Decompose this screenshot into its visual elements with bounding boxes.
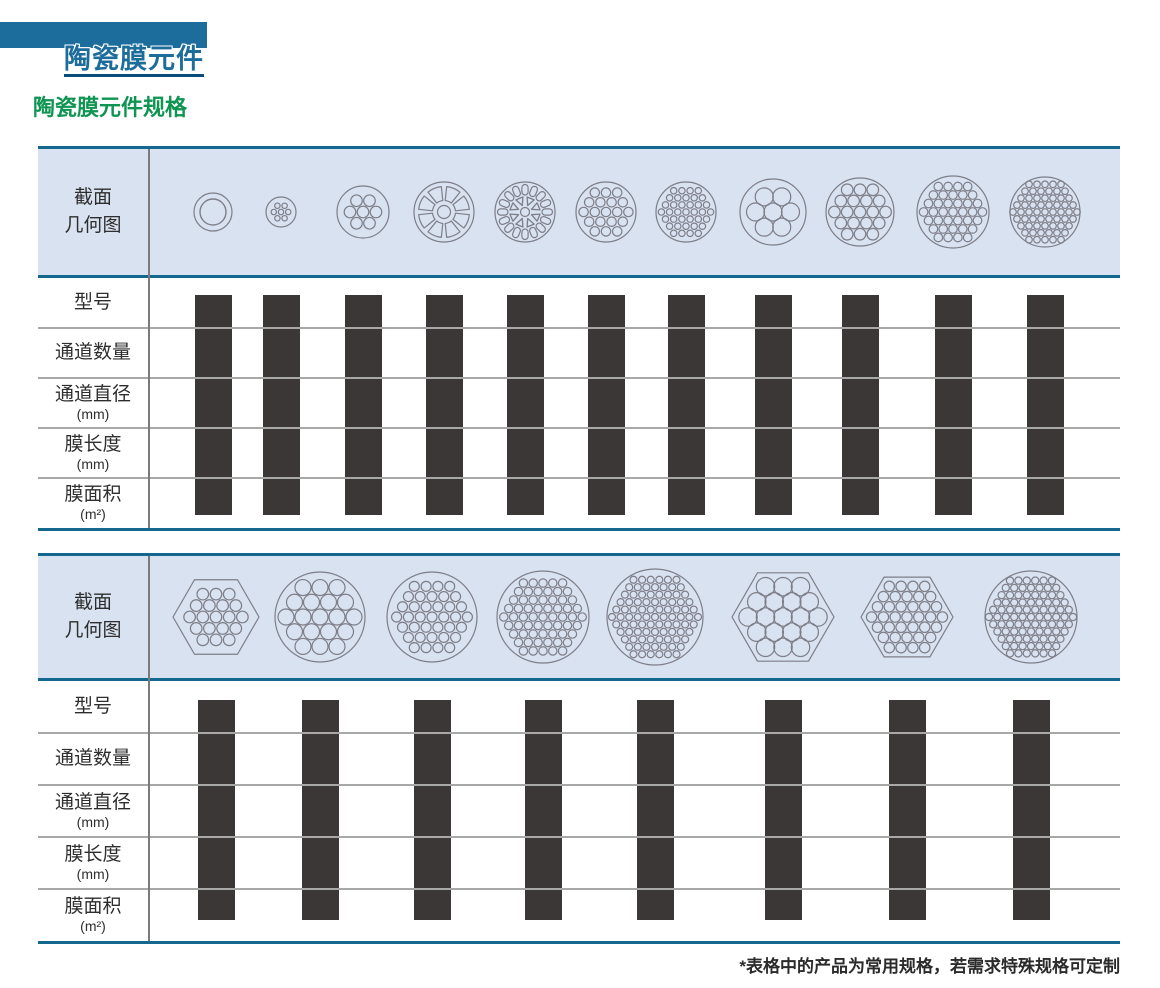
cross-section-diagram-5 <box>494 181 556 243</box>
row-gridline <box>38 377 1120 379</box>
cross-section-diagram-3 <box>336 185 390 239</box>
row-label: 膜面积 (m²) <box>38 889 148 941</box>
redacted-cell-bar <box>1013 700 1050 920</box>
redacted-cell-bar <box>302 700 339 920</box>
cross-section-header-band-1: 截面 几何图 <box>38 146 1120 278</box>
row-gridline <box>38 836 1120 838</box>
row-label-text: 通道直径 <box>54 384 131 405</box>
spec-section-heading: 陶瓷膜元件规格 <box>33 95 188 120</box>
row-gridline <box>38 784 1120 786</box>
redacted-cell-bar <box>765 700 802 920</box>
row-label-text: 膜面积 <box>64 896 122 917</box>
row-label-text: 膜面积 <box>64 484 122 505</box>
row-label: 型号 <box>38 681 148 733</box>
cross-section-diagram-6 <box>575 181 637 243</box>
row-label: 型号 <box>38 278 148 328</box>
label-column-divider <box>148 556 150 941</box>
row-label: 膜长度 (mm) <box>38 428 148 478</box>
row-gridline <box>38 427 1120 429</box>
row-label-text: 膜长度 <box>64 434 122 455</box>
section-title-bar: 陶瓷膜元件 <box>0 22 207 77</box>
cross-section-diagram-10 <box>916 175 990 249</box>
cross-section-header-band-2: 截面 几何图 <box>38 553 1120 681</box>
row-label-unit: (mm) <box>76 814 110 830</box>
footnote: *表格中的产品为常用规格，若需求特殊规格可定制 <box>739 957 1120 976</box>
cross-section-diagram-7 <box>860 576 954 658</box>
redacted-cell-bar <box>414 700 451 920</box>
row-label-unit: (m²) <box>80 918 106 934</box>
row-label-unit: (mm) <box>76 406 110 422</box>
cross-section-diagram-6 <box>731 572 835 662</box>
cross-section-label-line2: 几何图 <box>64 215 122 236</box>
row-gridline <box>38 477 1120 479</box>
cross-section-label-line1: 截面 <box>73 187 112 208</box>
cross-section-label-line2: 几何图 <box>64 620 122 641</box>
cross-section-diagram-2 <box>274 571 366 663</box>
row-label-unit: (m²) <box>80 506 106 522</box>
cross-section-diagram-8 <box>984 570 1078 664</box>
row-label-text: 型号 <box>73 696 112 717</box>
row-label-unit: (mm) <box>76 866 110 882</box>
label-column-divider <box>148 149 150 528</box>
spec-rows-1: 型号 通道数量 通道直径 (mm) 膜长度 (mm) 膜面积 (m²) <box>38 278 1120 531</box>
redacted-cell-bar <box>198 700 235 920</box>
cross-section-diagram-8 <box>739 178 807 246</box>
row-label: 通道数量 <box>38 733 148 785</box>
row-label-unit: (mm) <box>76 456 110 472</box>
row-gridline <box>38 732 1120 734</box>
cross-section-diagram-2 <box>265 196 297 228</box>
cross-section-label: 截面 几何图 <box>38 556 148 678</box>
row-label-text: 通道数量 <box>54 748 131 769</box>
cross-section-diagram-3 <box>386 571 478 663</box>
cross-section-label: 截面 几何图 <box>38 149 148 275</box>
cross-section-diagram-9 <box>825 177 895 247</box>
spec-table-hex-elements: 截面 几何图 型号 通道数量 通道直径 (mm) 膜长度 (mm) 膜面积 (m²) <box>38 553 1120 944</box>
row-label: 膜长度 (mm) <box>38 837 148 889</box>
cross-section-diagram-11 <box>1009 176 1081 248</box>
row-label-text: 通道直径 <box>54 792 131 813</box>
spec-table-round-elements: 截面 几何图 型号 通道数量 通道直径 (mm) 膜长度 (mm) 膜面积 (m²) <box>38 146 1120 531</box>
redacted-cell-bar <box>889 700 926 920</box>
cross-section-diagram-7 <box>655 181 717 243</box>
spec-rows-2: 型号 通道数量 通道直径 (mm) 膜长度 (mm) 膜面积 (m²) <box>38 681 1120 944</box>
cross-section-diagram-1 <box>193 192 233 232</box>
redacted-cell-bar <box>525 700 562 920</box>
cross-section-diagram-4 <box>413 181 475 243</box>
cross-section-diagram-5 <box>606 568 704 666</box>
page-title: 陶瓷膜元件 <box>64 45 204 77</box>
row-gridline <box>38 888 1120 890</box>
row-label: 通道直径 (mm) <box>38 785 148 837</box>
cross-section-diagram-4 <box>496 570 590 664</box>
row-label-text: 通道数量 <box>54 342 131 363</box>
redacted-cell-bar <box>637 700 674 920</box>
row-label: 通道直径 (mm) <box>38 378 148 428</box>
row-label: 膜面积 (m²) <box>38 478 148 528</box>
cross-section-diagram-1 <box>172 579 260 655</box>
cross-section-label-line1: 截面 <box>73 592 112 613</box>
row-label-text: 型号 <box>73 292 112 313</box>
row-label: 通道数量 <box>38 328 148 378</box>
row-label-text: 膜长度 <box>64 844 122 865</box>
row-gridline <box>38 327 1120 329</box>
